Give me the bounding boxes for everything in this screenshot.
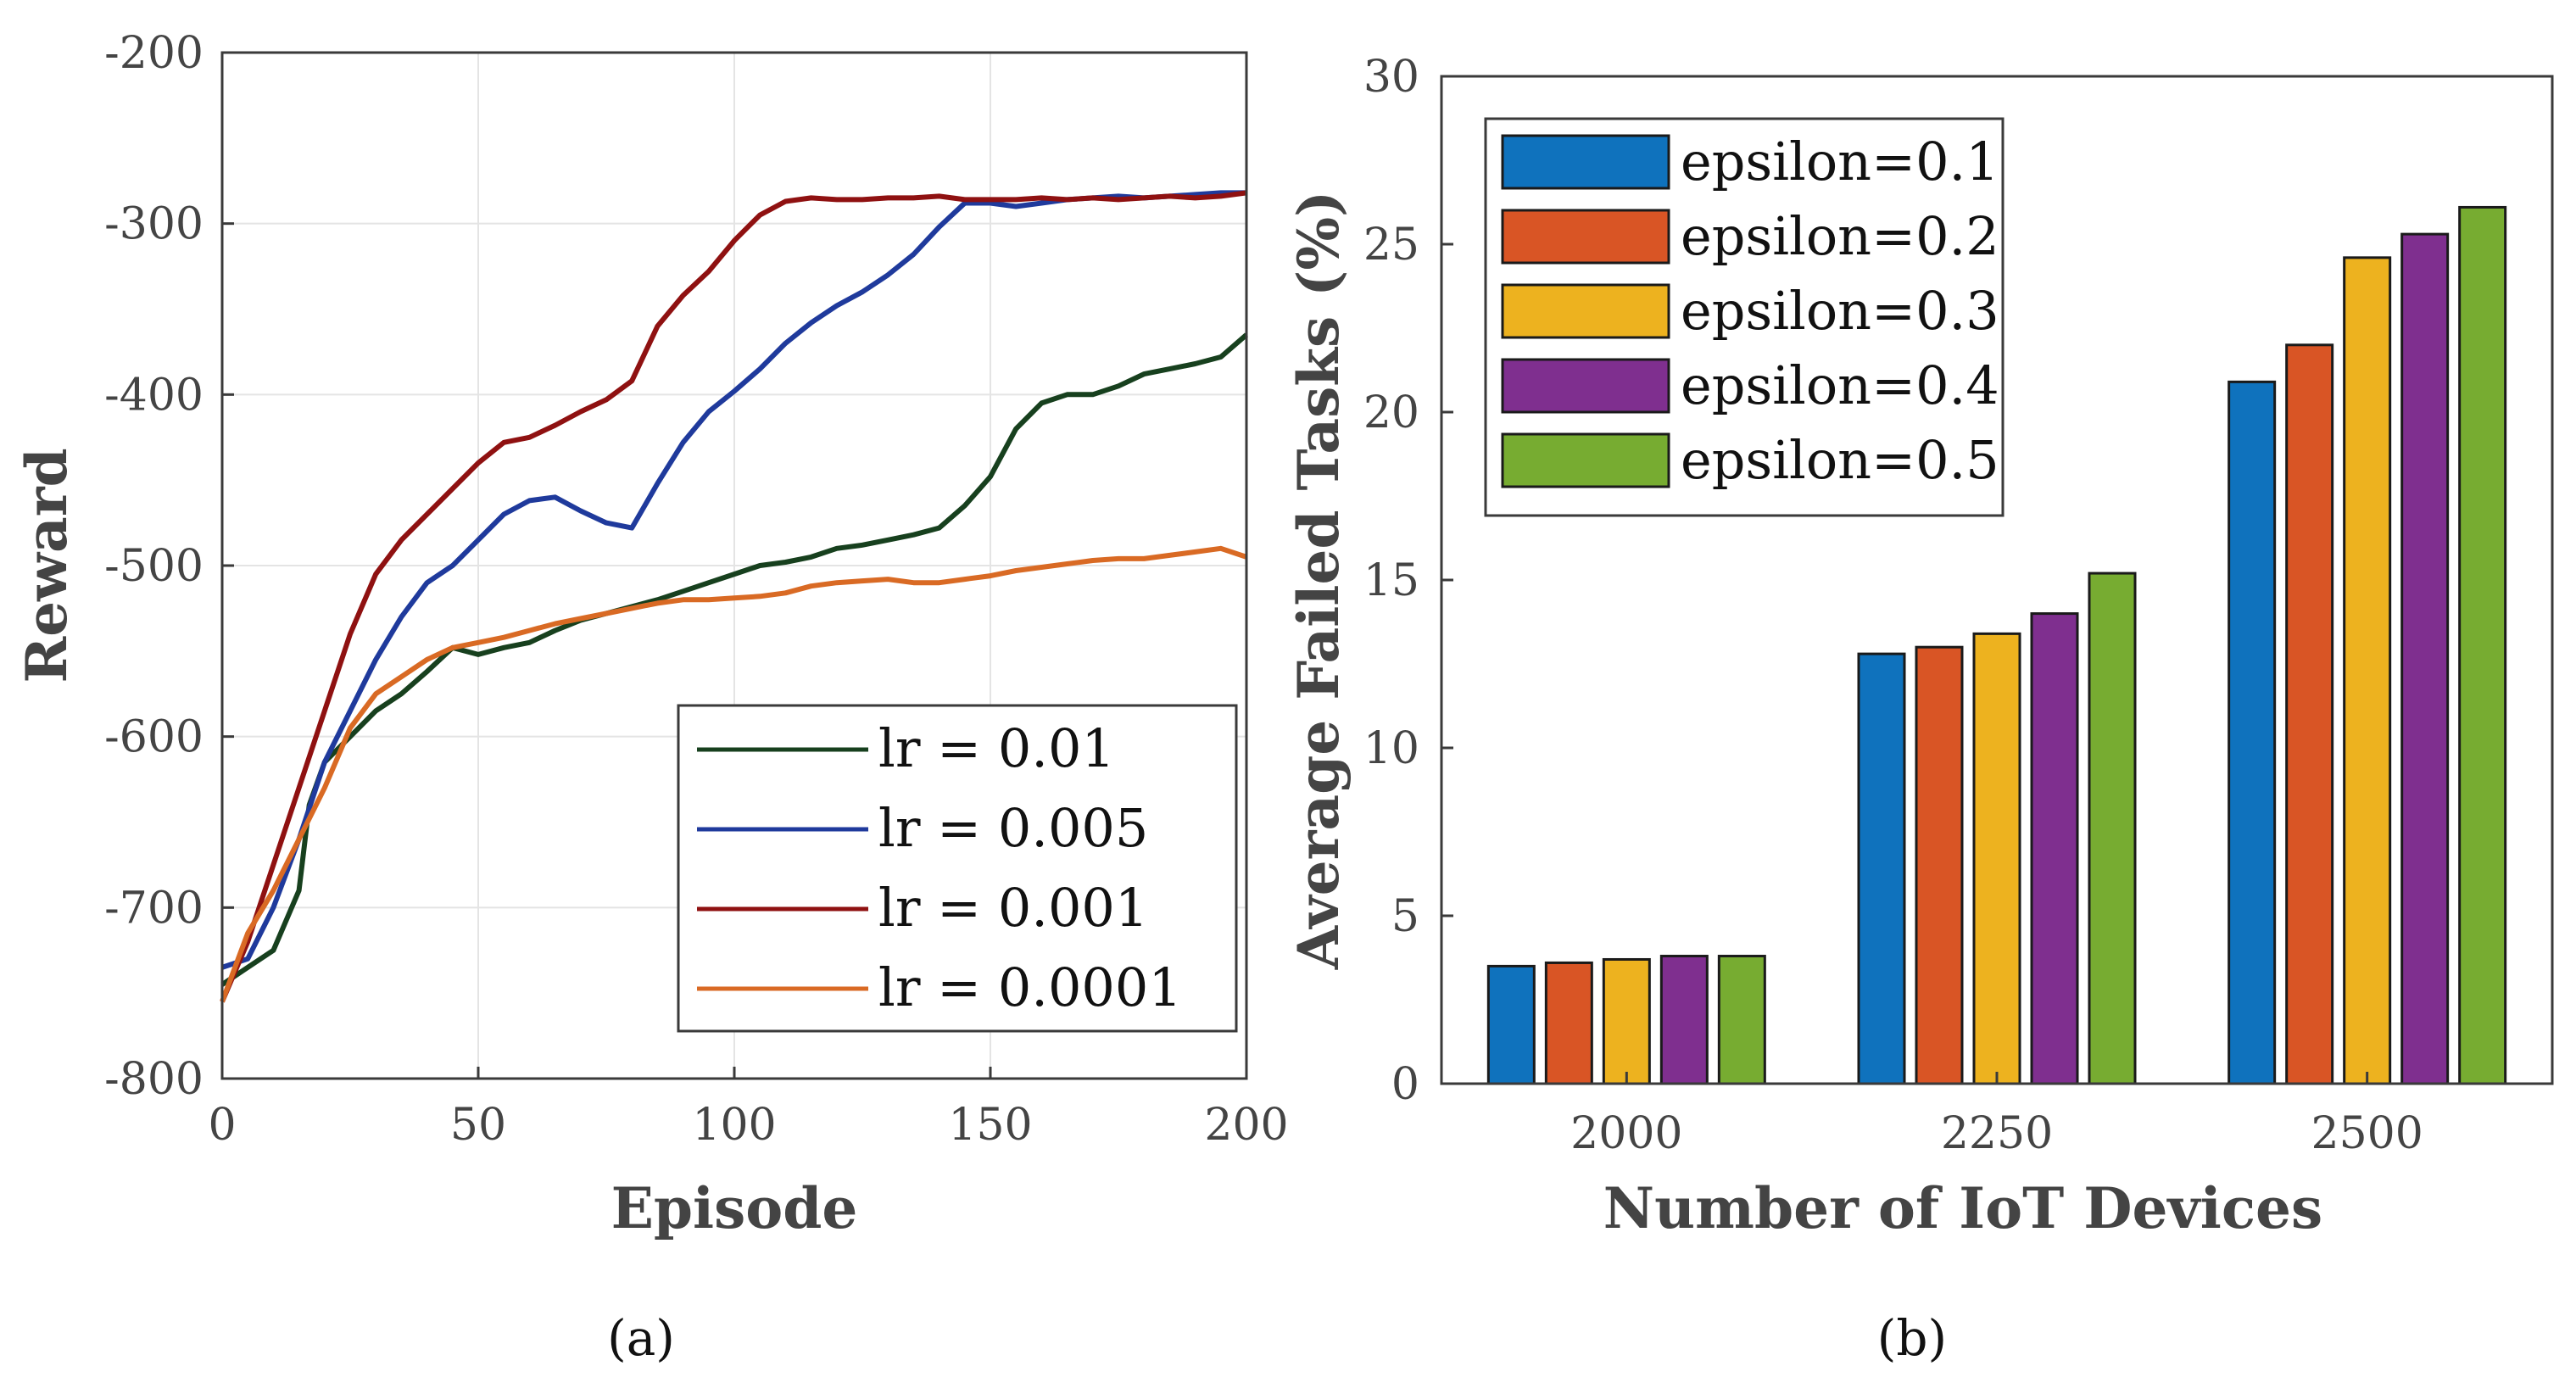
panel-b-y-tick-label: 25 (1363, 220, 1419, 270)
panel-a-caption: (a) (607, 1309, 675, 1367)
legend-label-0: lr = 0.01 (878, 717, 1115, 779)
panel-a-line-chart: 0 50 100 150 200 -800 -700 -600 -500 -400 -300 -200… (14, 28, 1289, 1367)
series-line-0 (220, 332, 1248, 987)
legend-label-3: epsilon=0.4 (1681, 354, 1999, 416)
panel-b-bars (1486, 205, 2507, 1085)
panel-a-x-tick-label: 150 (948, 1100, 1032, 1151)
panel-b-y-tick-label: 20 (1363, 388, 1419, 438)
panel-a-x-axis-label: Episode (611, 1175, 858, 1241)
bar-2250-1 (1915, 645, 1964, 1085)
legend-label-1: lr = 0.005 (878, 797, 1148, 859)
panel-b-caption: (b) (1877, 1309, 1947, 1367)
panel-b-y-tick-label: 15 (1363, 555, 1419, 606)
panel-a-y-tick-label: -800 (104, 1054, 204, 1105)
bar-2250-0 (1857, 652, 1906, 1085)
panel-b-y-axis-label: Average Failed Tasks (%) (1285, 191, 1352, 971)
panel-a-series-lines (220, 190, 1248, 1003)
bar-2500-3 (2400, 232, 2450, 1085)
panel-a-y-axis-label: Reward (14, 448, 80, 683)
panel-a-ticks: 0 50 100 150 200 -800 -700 -600 -500 -400 -300 -200 (104, 28, 1288, 1151)
panel-b-legend: epsilon=0.1 epsilon=0.2 epsilon=0.3 epsilon… (1484, 117, 2004, 517)
panel-b-ticks: 2000 2250 2500 0 5 10 15 20 25 30 (1363, 52, 2423, 1159)
panel-a-x-tick-label: 100 (692, 1100, 776, 1151)
bar-2250-4 (2088, 572, 2137, 1085)
series-line-2 (220, 190, 1247, 1003)
panel-a-y-tick-label: -200 (104, 28, 204, 79)
bar-2500-4 (2458, 205, 2507, 1085)
panel-b-x-tick-label: 2000 (1570, 1108, 1682, 1159)
panel-b-y-tick-label: 5 (1391, 891, 1419, 942)
legend-swatch-2 (1501, 283, 1670, 339)
legend-label-3: lr = 0.0001 (878, 956, 1182, 1018)
panel-a-y-tick-label: -300 (104, 199, 204, 250)
panel-a-y-tick-label: -700 (104, 883, 204, 934)
legend-label-1: epsilon=0.2 (1681, 205, 1999, 267)
bar-2000-1 (1544, 961, 1593, 1085)
bar-2500-1 (2285, 343, 2334, 1085)
bar-2500-0 (2228, 380, 2277, 1085)
panel-b-x-axis-label: Number of IoT Devices (1603, 1175, 2322, 1241)
legend-label-4: epsilon=0.5 (1681, 429, 1999, 491)
panel-a-legend-box (677, 704, 1238, 1033)
bar-2000-2 (1602, 957, 1651, 1085)
bar-2250-3 (2030, 612, 2079, 1085)
bar-2500-2 (2343, 256, 2392, 1085)
bar-2000-4 (1717, 955, 1766, 1085)
panel-b-x-tick-label: 2250 (1941, 1108, 2053, 1159)
panel-a-x-tick-label: 0 (208, 1100, 236, 1151)
panel-a-legend: lr = 0.01 lr = 0.005 lr = 0.001 lr = 0.0001 (677, 704, 1238, 1033)
bar-2250-2 (1972, 632, 2021, 1085)
bar-2000-3 (1659, 955, 1709, 1085)
panel-a-y-tick-label: -500 (104, 541, 204, 592)
panel-b-y-tick-label: 0 (1391, 1059, 1419, 1110)
legend-swatch-1 (1501, 209, 1670, 265)
legend-label-2: lr = 0.001 (878, 877, 1148, 939)
panel-a-x-tick-label: 50 (450, 1100, 506, 1151)
panel-a-x-tick-label: 200 (1204, 1100, 1288, 1151)
bar-2000-0 (1486, 964, 1536, 1085)
panel-a-y-tick-label: -400 (104, 370, 204, 421)
legend-label-2: epsilon=0.3 (1681, 280, 1999, 342)
series-line-3 (220, 545, 1247, 1003)
panel-b-y-tick-label: 10 (1363, 723, 1419, 774)
legend-swatch-4 (1501, 432, 1670, 488)
legend-swatch-0 (1501, 134, 1670, 190)
panel-b-y-tick-label: 30 (1363, 52, 1419, 103)
legend-swatch-3 (1501, 358, 1670, 414)
legend-label-0: epsilon=0.1 (1681, 131, 1999, 192)
panel-a-y-tick-label: -600 (104, 712, 204, 763)
panel-b-x-tick-label: 2500 (2311, 1108, 2423, 1159)
panel-b-bar-chart: 2000 2250 2500 0 5 10 15 20 25 30 Number of IoT D… (1285, 52, 2554, 1367)
